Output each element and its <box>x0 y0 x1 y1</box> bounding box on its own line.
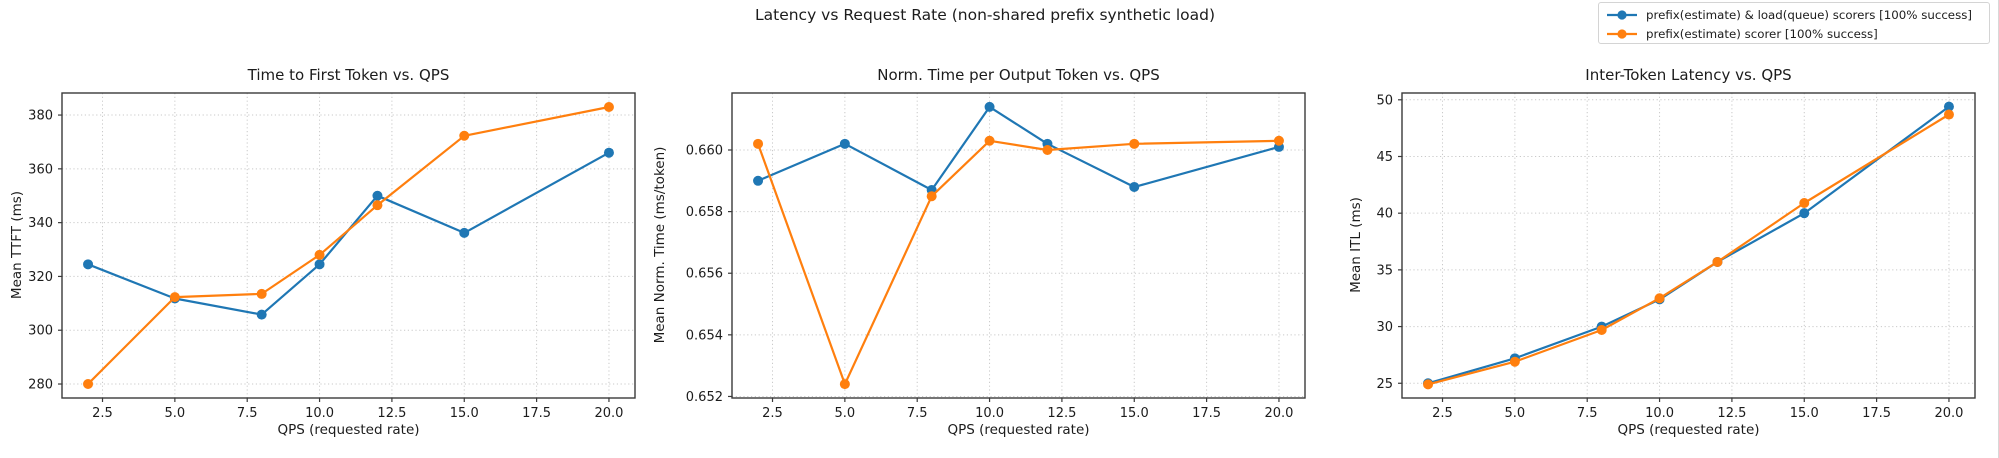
svg-text:15.0: 15.0 <box>450 406 479 421</box>
svg-text:17.5: 17.5 <box>1862 406 1891 421</box>
svg-text:30: 30 <box>1376 320 1393 335</box>
blue-line-marker-icon <box>1607 9 1637 20</box>
svg-text:0.658: 0.658 <box>686 205 723 220</box>
svg-text:10.0: 10.0 <box>1645 406 1674 421</box>
svg-text:10.0: 10.0 <box>975 406 1004 421</box>
legend-box: prefix(estimate) & load(queue) scorers [… <box>1598 2 1990 44</box>
svg-text:2.5: 2.5 <box>762 406 783 421</box>
svg-text:2.5: 2.5 <box>1432 406 1453 421</box>
svg-text:25: 25 <box>1376 377 1393 392</box>
subplot-ntpot-title: Norm. Time per Output Token vs. QPS <box>877 66 1160 84</box>
figure-title: Latency vs Request Rate (non-shared pref… <box>754 6 1215 24</box>
subplot-itl-xlabel: QPS (requested rate) <box>1617 422 1760 438</box>
svg-text:0.654: 0.654 <box>686 328 723 343</box>
svg-text:300: 300 <box>28 324 53 339</box>
subplot-itl-title: Inter-Token Latency vs. QPS <box>1585 66 1792 84</box>
svg-text:7.5: 7.5 <box>237 406 258 421</box>
subplot-ttft-xlabel: QPS (requested rate) <box>277 422 420 438</box>
svg-text:320: 320 <box>28 270 53 285</box>
orange-line-marker-icon <box>1607 28 1637 39</box>
subplot-ttft-ylabel: Mean TTFT (ms) <box>9 190 25 300</box>
svg-text:340: 340 <box>28 216 53 231</box>
svg-text:0.656: 0.656 <box>686 267 723 282</box>
svg-text:5.0: 5.0 <box>165 406 186 421</box>
svg-text:5.0: 5.0 <box>835 406 856 421</box>
svg-text:10.0: 10.0 <box>305 406 334 421</box>
subplot-ntpot-xlabel: QPS (requested rate) <box>947 422 1090 438</box>
svg-text:7.5: 7.5 <box>1577 406 1598 421</box>
svg-text:12.5: 12.5 <box>377 406 406 421</box>
svg-text:15.0: 15.0 <box>1120 406 1149 421</box>
svg-text:50: 50 <box>1376 93 1393 108</box>
svg-text:380: 380 <box>28 109 53 124</box>
svg-text:20.0: 20.0 <box>594 406 623 421</box>
svg-text:20.0: 20.0 <box>1934 406 1963 421</box>
svg-text:40: 40 <box>1376 207 1393 222</box>
subplot-itl-ylabel: Mean ITL (ms) <box>1348 197 1364 293</box>
svg-text:12.5: 12.5 <box>1717 406 1746 421</box>
svg-text:12.5: 12.5 <box>1047 406 1076 421</box>
svg-text:15.0: 15.0 <box>1790 406 1819 421</box>
svg-text:0.660: 0.660 <box>686 143 723 158</box>
svg-text:280: 280 <box>28 378 53 393</box>
svg-text:2.5: 2.5 <box>92 406 113 421</box>
legend-item-orange: prefix(estimate) scorer [100% success] <box>1605 24 1983 43</box>
subplot-ttft-title: Time to First Token vs. QPS <box>247 66 450 84</box>
svg-text:360: 360 <box>28 162 53 177</box>
svg-text:35: 35 <box>1376 263 1393 278</box>
svg-text:45: 45 <box>1376 150 1393 165</box>
svg-text:5.0: 5.0 <box>1505 406 1526 421</box>
legend-label-orange: prefix(estimate) scorer [100% success] <box>1646 26 1878 41</box>
svg-text:7.5: 7.5 <box>907 406 928 421</box>
subplot-ntpot-ylabel: Mean Norm. Time (ms/token) <box>652 146 668 344</box>
svg-text:17.5: 17.5 <box>1192 406 1221 421</box>
legend-item-blue: prefix(estimate) & load(queue) scorers [… <box>1605 5 1983 24</box>
svg-text:0.652: 0.652 <box>686 390 723 405</box>
legend-label-blue: prefix(estimate) & load(queue) scorers [… <box>1646 7 1972 22</box>
svg-text:20.0: 20.0 <box>1264 406 1293 421</box>
svg-text:17.5: 17.5 <box>522 406 551 421</box>
